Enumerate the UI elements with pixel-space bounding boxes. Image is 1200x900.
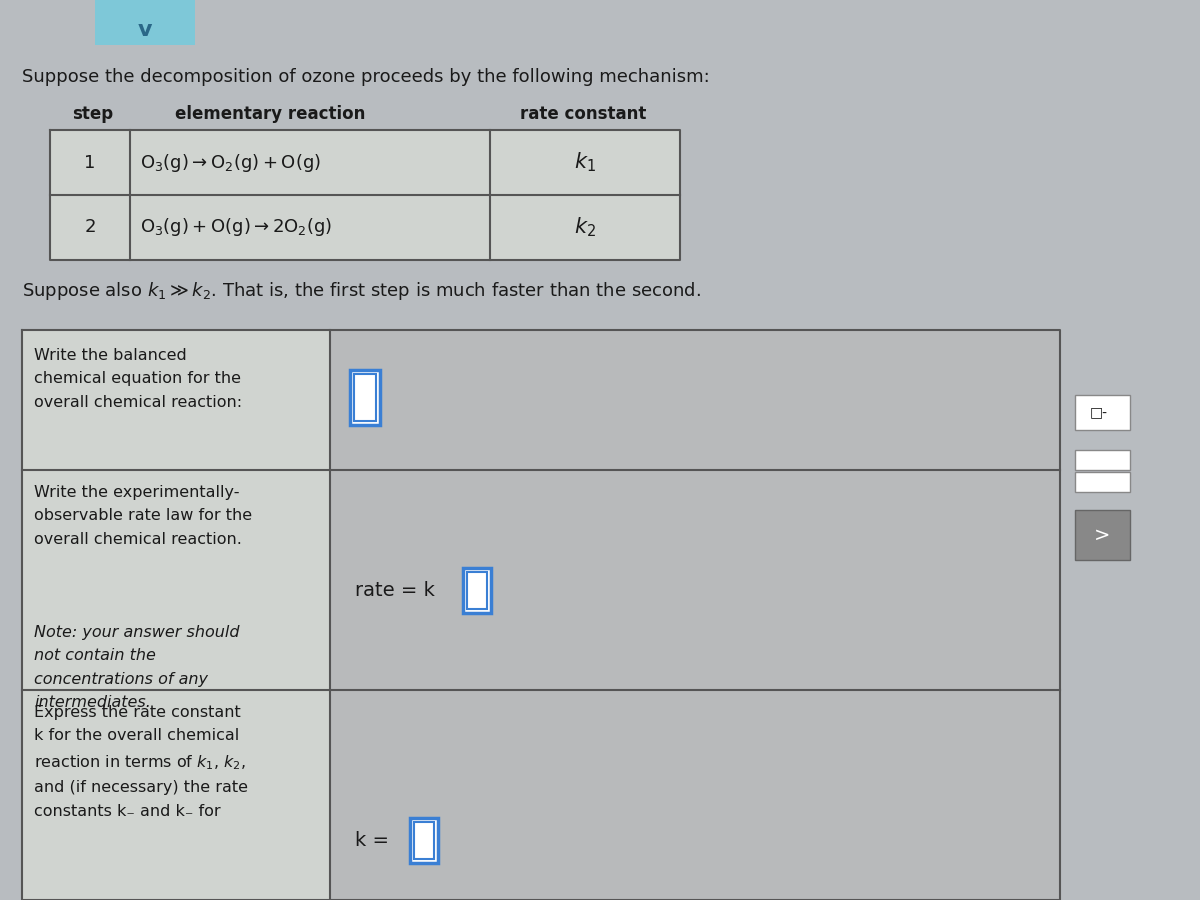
Bar (1075, 472, 1130, 492)
Bar (463, 568, 491, 613)
Text: 1: 1 (84, 154, 96, 172)
Bar (50, 130, 680, 195)
Bar (330, 330, 1060, 900)
Text: Express the rate constant
k for the overall chemical
reaction in terms of $k_1$,: Express the rate constant k for the over… (34, 705, 248, 819)
Text: $\mathrm{O_3(g) + O(g) \rightarrow 2O_2(g)}$: $\mathrm{O_3(g) + O(g) \rightarrow 2O_2(… (140, 217, 332, 239)
Text: $k_2$: $k_2$ (574, 216, 596, 239)
Text: v: v (138, 20, 152, 40)
Text: rate = k: rate = k (355, 580, 434, 599)
Text: Suppose the decomposition of ozone proceeds by the following mechanism:: Suppose the decomposition of ozone proce… (22, 68, 709, 86)
Text: step: step (72, 105, 113, 123)
Text: Suppose also $k_1$$\gg$$k_2$. That is, the first step is much faster than the se: Suppose also $k_1$$\gg$$k_2$. That is, t… (22, 280, 701, 302)
Bar (414, 822, 434, 859)
Bar (350, 370, 380, 425)
Bar (1075, 450, 1130, 470)
Text: elementary reaction: elementary reaction (175, 105, 365, 123)
Text: $\mathrm{O_3(g) \rightarrow O_2(g) + O(g)}$: $\mathrm{O_3(g) \rightarrow O_2(g) + O(g… (140, 151, 320, 174)
Bar (22, 470, 330, 690)
Bar (95, 0, 194, 45)
Bar (22, 690, 330, 900)
Text: Write the balanced
chemical equation for the
overall chemical reaction:: Write the balanced chemical equation for… (34, 348, 242, 410)
Text: $k_1$: $k_1$ (574, 150, 596, 175)
Bar (1075, 510, 1130, 560)
Text: Note: your answer should
not contain the
concentrations of any
intermediates.: Note: your answer should not contain the… (34, 625, 240, 710)
Text: k =: k = (355, 831, 389, 850)
Bar (22, 330, 330, 470)
Text: >: > (1094, 526, 1110, 544)
Text: Write the experimentally-
observable rate law for the
overall chemical reaction.: Write the experimentally- observable rat… (34, 485, 252, 547)
Bar (50, 195, 680, 260)
Text: 2: 2 (84, 219, 96, 237)
Text: rate constant: rate constant (520, 105, 647, 123)
Bar (354, 374, 376, 421)
Bar (410, 818, 438, 863)
Text: □-: □- (1090, 405, 1108, 419)
Bar (467, 572, 487, 609)
Bar (1075, 395, 1130, 430)
